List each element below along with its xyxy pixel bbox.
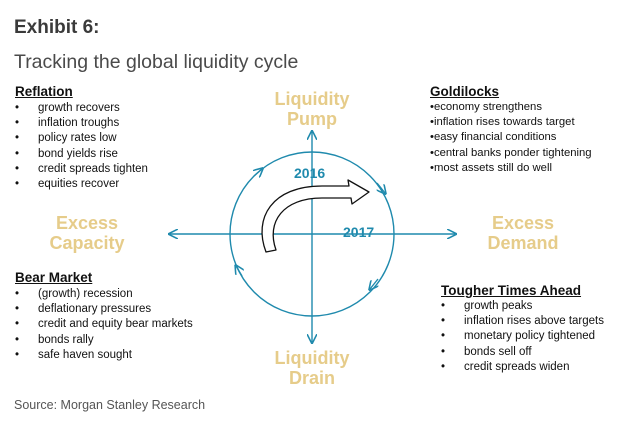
label-excess-demand: Excess Demand <box>487 213 559 253</box>
list-item: bond yields rise <box>15 147 148 162</box>
list-item: •central banks ponder tightening <box>430 146 592 159</box>
reflation-list: growth recovers inflation troughs policy… <box>15 101 148 192</box>
list-item: •easy financial conditions <box>430 131 557 144</box>
list-item: monetary policy tightened <box>441 329 604 344</box>
list-item: policy rates low <box>15 131 148 146</box>
transition-arrow <box>261 179 370 253</box>
label-liquidity-drain: Liquidity Drain <box>274 348 350 388</box>
cycle-arrow-upper-left <box>254 169 262 176</box>
list-item: bonds rally <box>15 333 193 348</box>
bear-market-list: (growth) recession deflationary pressure… <box>15 287 193 363</box>
list-item: credit spreads tighten <box>15 162 148 177</box>
list-item: inflation rises above targets <box>441 314 604 329</box>
cycle-arrow-lower-left <box>236 266 242 277</box>
year-2017-label: 2017 <box>343 224 375 240</box>
bear-market-title: Bear Market <box>15 270 93 285</box>
cycle-arrow-lower-right <box>370 278 378 289</box>
label-excess-capacity: Excess Capacity <box>49 213 125 253</box>
year-2016-label: 2016 <box>294 165 326 181</box>
source-note: Source: Morgan Stanley Research <box>14 398 206 412</box>
tougher-times-title: Tougher Times Ahead <box>441 283 582 298</box>
list-item: (growth) recession <box>15 287 193 302</box>
exhibit-label: Exhibit 6: <box>14 17 100 38</box>
list-item: growth peaks <box>441 299 604 314</box>
list-item: •inflation rises towards target <box>430 116 575 129</box>
list-item: •most assets still do well <box>430 161 552 174</box>
chart-subtitle: Tracking the global liquidity cycle <box>14 51 299 73</box>
goldilocks-title: Goldilocks <box>430 84 500 99</box>
reflation-title: Reflation <box>15 84 73 99</box>
cycle-arrow-upper-right <box>377 182 385 193</box>
list-item: equities recover <box>15 177 148 192</box>
list-item: credit and equity bear markets <box>15 317 193 332</box>
list-item: credit spreads widen <box>441 360 604 375</box>
list-item: inflation troughs <box>15 116 148 131</box>
goldilocks-list: •economy strengthens •inflation rises to… <box>430 100 592 176</box>
tougher-times-list: growth peaks inflation rises above targe… <box>441 299 604 375</box>
list-item: safe haven sought <box>15 348 193 363</box>
list-item: deflationary pressures <box>15 302 193 317</box>
list-item: •economy strengthens <box>430 101 542 113</box>
list-item: growth recovers <box>15 101 148 116</box>
list-item: bonds sell off <box>441 345 604 360</box>
label-liquidity-pump: Liquidity Pump <box>274 89 350 129</box>
